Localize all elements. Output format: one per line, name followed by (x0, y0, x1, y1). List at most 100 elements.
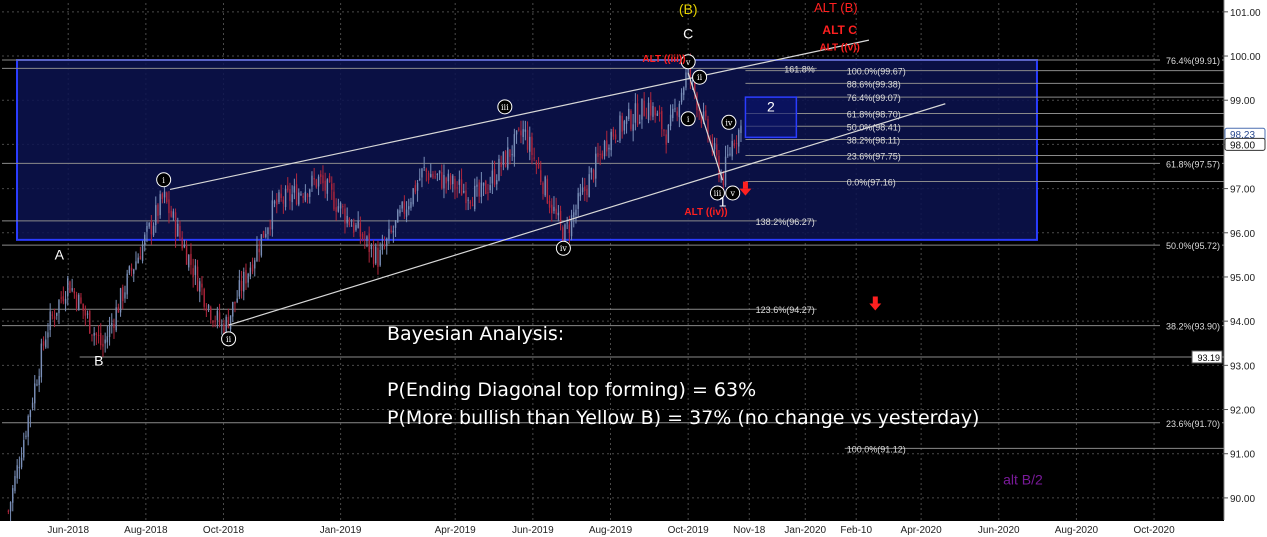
wave-circle (709, 185, 725, 201)
candle-body (18, 466, 21, 469)
fib-label-bg (1160, 157, 1222, 170)
fib-label-bg (1160, 319, 1222, 332)
candle-body (599, 153, 601, 155)
wave-circle (221, 331, 237, 347)
candle-body (344, 208, 346, 224)
bayesian-panel: Bayesian Analysis: P(Ending Diagonal top… (387, 320, 979, 432)
candle-body (408, 206, 410, 210)
candle-body (337, 206, 340, 212)
candle-body (300, 193, 302, 195)
candle-body (397, 210, 399, 223)
candle-body (731, 140, 733, 157)
candle-body (707, 118, 709, 137)
wave-circle-text: v (685, 58, 691, 67)
candle-body (535, 161, 538, 165)
candle-body (36, 384, 38, 386)
candle-body (504, 151, 507, 167)
candle-body (447, 173, 450, 182)
candle-body (452, 175, 454, 185)
x-tick-label: Oct-2020 (1134, 525, 1176, 536)
candle-body (295, 184, 298, 205)
candle-body (698, 109, 700, 112)
y-tick-label: 90.00 (1230, 494, 1255, 505)
x-tick-label: Jun-2020 (978, 525, 1020, 536)
wave-label: 2 (767, 98, 775, 114)
fib-label: 50.0%(95.72) (1166, 241, 1220, 251)
candle-body (672, 108, 674, 119)
candle-body (656, 113, 659, 116)
fib-label: 0.0%(97.16) (847, 178, 896, 188)
candle-body (694, 77, 696, 93)
wave-circle-text: ii (697, 73, 703, 82)
candle-body (529, 136, 531, 152)
candle-body (161, 193, 164, 200)
candle-body (152, 225, 155, 236)
candle-body (91, 334, 93, 336)
candle-body (203, 289, 205, 307)
candle-body (232, 302, 234, 317)
x-tick-label: Oct-2019 (668, 525, 710, 536)
trend-line (687, 72, 724, 181)
candle-body (267, 227, 269, 235)
candle-body (713, 143, 716, 150)
candle-body (434, 176, 436, 178)
candle-body (628, 108, 630, 120)
candle-body (595, 153, 597, 179)
x-tick-label: Jun-2018 (47, 525, 89, 536)
candle-body (485, 181, 487, 195)
wave-circle-text: i (162, 176, 165, 185)
y-tick-label: 95.00 (1230, 273, 1255, 284)
candle-body (45, 339, 47, 348)
candle-body (489, 185, 491, 191)
candle-body (135, 261, 137, 270)
candle-body (265, 233, 267, 238)
candle-body (12, 488, 14, 503)
candle-body (370, 245, 373, 250)
candle-body (113, 323, 115, 328)
candle-body (157, 204, 159, 216)
candle-body (476, 184, 478, 187)
candle-body (597, 153, 599, 157)
candle-body (234, 301, 236, 304)
candle-body (183, 245, 186, 248)
candle-body (491, 170, 494, 184)
wave-circle-text: iv (725, 118, 733, 127)
candle-body (372, 246, 375, 264)
fib-label: 23.6%(91.70) (1166, 419, 1220, 429)
candle-body (511, 154, 513, 156)
candle-body (603, 141, 606, 157)
y-tick-label: 100.00 (1230, 52, 1261, 63)
y-axis-group: 90.00 91.00 92.00 93.00 94.00 95.00 96.00 97.00… (2, 8, 1261, 505)
candle-body (661, 111, 663, 130)
candle-body (520, 130, 522, 136)
candle-body (141, 244, 144, 261)
candle-body (445, 177, 447, 184)
candle-body (67, 278, 69, 297)
candle-body (166, 192, 168, 203)
candle-body (29, 410, 32, 418)
candle-body (487, 192, 489, 194)
fib-label-bg (1160, 416, 1222, 429)
candle-body (84, 309, 87, 316)
candle-body (212, 321, 214, 323)
fib-label: 123.6%(94.27) (756, 305, 815, 315)
candle-body (436, 174, 439, 176)
candle-body (515, 130, 518, 135)
fib-label: 61.8%(98.70) (847, 109, 901, 119)
candle-body (401, 202, 403, 209)
candle-body (188, 255, 190, 268)
fib-label: 23.6%(97.75) (847, 151, 901, 161)
candle-body (40, 343, 43, 378)
price-axis-panel (1224, 0, 1267, 537)
candle-body (262, 230, 265, 238)
candle-body (205, 308, 208, 312)
candle-body (421, 168, 423, 178)
candle-body (78, 294, 80, 311)
candle-body (555, 208, 557, 215)
candle-body (117, 307, 120, 313)
candle-body (562, 227, 564, 246)
y-tick-label: 101.00 (1230, 8, 1261, 19)
candle-body (438, 170, 441, 174)
